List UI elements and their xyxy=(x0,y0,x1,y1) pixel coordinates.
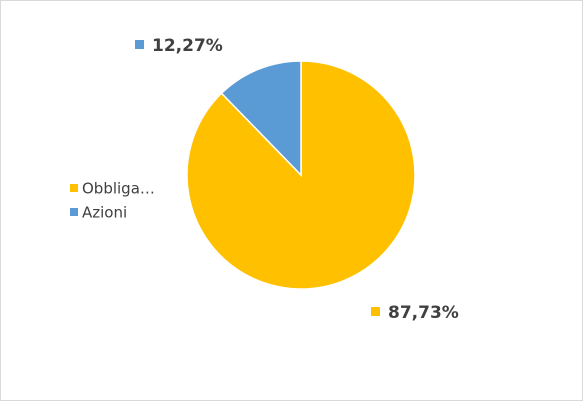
legend-key xyxy=(70,184,78,192)
legend-label: Obbliga… xyxy=(82,180,155,198)
legend-key xyxy=(70,208,78,216)
data-label-key xyxy=(135,40,144,49)
data-label-key xyxy=(371,307,380,316)
legend-label: Azioni xyxy=(82,204,127,222)
data-label: 12,27% xyxy=(152,36,223,56)
data-label: 87,73% xyxy=(388,303,459,323)
pie-slice xyxy=(220,60,302,177)
